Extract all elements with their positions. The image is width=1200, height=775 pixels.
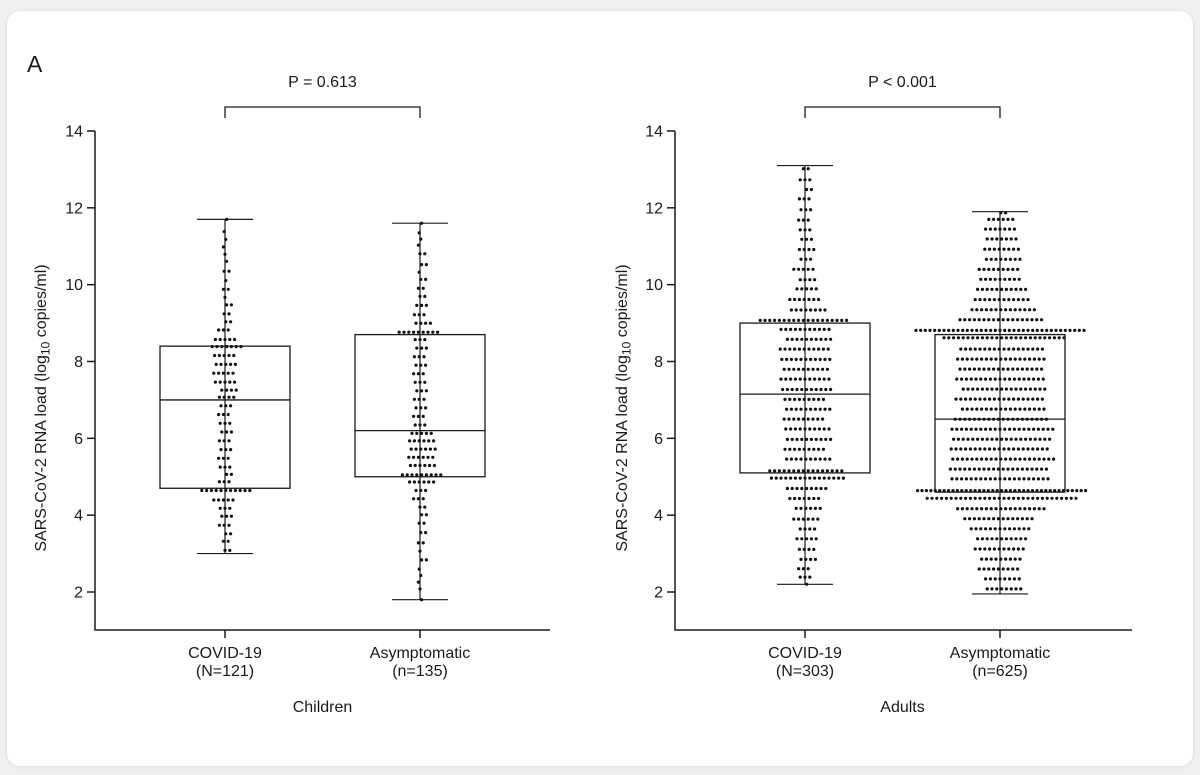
category-label-count: (N=121) (196, 663, 254, 680)
y-tick-label: 10 (65, 277, 83, 294)
y-axis-title: SARS-CoV-2 RNA load (log10 copies/ml) (33, 264, 53, 551)
y-axis-title: SARS-CoV-2 RNA load (log10 copies/ml) (614, 264, 634, 551)
y-tick-label: 6 (74, 431, 83, 448)
y-tick-label: 8 (654, 354, 663, 371)
y-tick-label: 14 (65, 123, 83, 140)
iqr-box (354, 333, 486, 478)
y-tick-label: 12 (645, 200, 663, 217)
y-tick-label: 8 (74, 354, 83, 371)
p-value-bracket (804, 106, 1001, 118)
category-label-name: COVID-19 (768, 645, 842, 662)
category-label-count: (n=135) (392, 663, 448, 680)
chart-panel: 2 4 6 8 10 12 14 SARS-CoV-2 RNA load (log10 cop… (614, 74, 1132, 716)
dot-swarm (200, 217, 252, 553)
series-asymptomatic: Asymptomatic(n=625) (914, 211, 1088, 680)
y-tick-label: 12 (65, 200, 83, 217)
axis-lines (674, 130, 1132, 631)
y-tick-label: 6 (654, 431, 663, 448)
panel-label: A (27, 51, 43, 77)
dot-swarm (914, 211, 1088, 591)
iqr-box (159, 345, 291, 489)
series-covid-19: COVID-19(N=303) (739, 164, 871, 680)
series-covid-19: COVID-19(N=121) (159, 217, 291, 680)
y-tick-label: 2 (74, 585, 83, 602)
y-tick-label: 10 (645, 277, 663, 294)
y-tick-label: 2 (654, 585, 663, 602)
y-tick-label: 4 (74, 508, 83, 525)
p-value-bracket (224, 106, 421, 118)
category-label-name: COVID-19 (188, 645, 262, 662)
dot-swarm (758, 167, 849, 586)
category-label-count: (n=625) (972, 663, 1028, 680)
chart-panel: 2 4 6 8 10 12 14 SARS-CoV-2 RNA load (log10 cop… (33, 74, 550, 716)
category-label-count: (N=303) (776, 663, 834, 680)
y-tick-label: 14 (645, 123, 663, 140)
p-value-label: P = 0.613 (288, 74, 357, 91)
category-label-name: Asymptomatic (370, 645, 470, 662)
y-tick-label: 4 (654, 508, 663, 525)
category-label-name: Asymptomatic (950, 645, 1050, 662)
p-value-label: P < 0.001 (868, 74, 937, 91)
group-label: Adults (880, 699, 924, 716)
axis-lines (94, 130, 550, 631)
group-label: Children (293, 699, 353, 716)
dot-swarm (397, 221, 443, 602)
iqr-box (934, 333, 1066, 493)
iqr-box (739, 322, 871, 474)
series-asymptomatic: Asymptomatic(n=135) (354, 221, 486, 680)
